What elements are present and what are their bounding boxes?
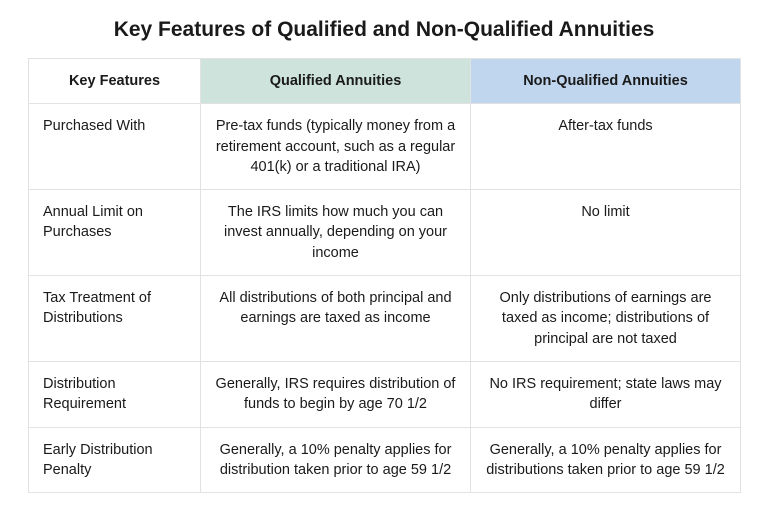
qualified-cell: The IRS limits how much you can invest a… <box>201 190 471 276</box>
feature-cell: Early Distribution Penalty <box>29 427 201 493</box>
qualified-cell: All distributions of both principal and … <box>201 276 471 362</box>
table-row: Distribution Requirement Generally, IRS … <box>29 361 741 427</box>
qualified-cell: Generally, IRS requires distribution of … <box>201 361 471 427</box>
nonqualified-cell: No IRS requirement; state laws may diffe… <box>471 361 741 427</box>
col-header-key-features: Key Features <box>29 59 201 104</box>
qualified-cell: Generally, a 10% penalty applies for dis… <box>201 427 471 493</box>
feature-cell: Purchased With <box>29 104 201 190</box>
col-header-qualified: Qualified Annuities <box>201 59 471 104</box>
col-header-nonqualified: Non-Qualified Annuities <box>471 59 741 104</box>
nonqualified-cell: Generally, a 10% penalty applies for dis… <box>471 427 741 493</box>
nonqualified-cell: Only distributions of earnings are taxed… <box>471 276 741 362</box>
feature-cell: Distribution Requirement <box>29 361 201 427</box>
feature-cell: Annual Limit on Purchases <box>29 190 201 276</box>
table-row: Early Distribution Penalty Generally, a … <box>29 427 741 493</box>
nonqualified-cell: After-tax funds <box>471 104 741 190</box>
page-title: Key Features of Qualified and Non-Qualif… <box>28 18 740 42</box>
table-row: Purchased With Pre-tax funds (typically … <box>29 104 741 190</box>
table-row: Annual Limit on Purchases The IRS limits… <box>29 190 741 276</box>
feature-cell: Tax Treatment of Distributions <box>29 276 201 362</box>
qualified-cell: Pre-tax funds (typically money from a re… <box>201 104 471 190</box>
table-header-row: Key Features Qualified Annuities Non-Qua… <box>29 59 741 104</box>
table-row: Tax Treatment of Distributions All distr… <box>29 276 741 362</box>
nonqualified-cell: No limit <box>471 190 741 276</box>
annuity-comparison-table: Key Features Qualified Annuities Non-Qua… <box>28 58 741 493</box>
